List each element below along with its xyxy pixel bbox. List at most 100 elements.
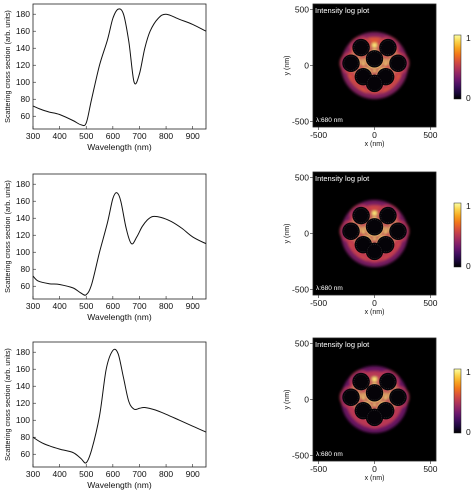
particle-disk	[389, 388, 407, 406]
particle-disk	[365, 242, 384, 261]
x-tick-label: 900	[186, 131, 200, 141]
x-axis-label: x (nm)	[365, 309, 385, 316]
particle-texture	[353, 40, 369, 56]
y-tick-label: 60	[21, 111, 31, 121]
y-tick-label: -500	[292, 116, 309, 126]
y-tick-label: 0	[304, 229, 309, 239]
spectrum-chart-1: 300 400 500 600 700 800 900 60 80 100 120 140 160 180…	[3, 3, 207, 152]
y-tick-label: 500	[295, 5, 309, 15]
x-axis-label: x (nm)	[365, 475, 385, 482]
y-tick-label: -500	[292, 284, 309, 294]
x-tick-label: 300	[26, 131, 40, 141]
spectrum-line	[32, 8, 207, 127]
colorbar	[453, 368, 462, 434]
particle-rim	[363, 381, 386, 405]
particle-disk	[379, 38, 397, 57]
particle-disk	[352, 38, 370, 57]
particle-disk	[352, 206, 370, 225]
particle-texture	[367, 409, 382, 425]
particle-texture	[353, 374, 369, 390]
x-tick-label: -500	[310, 130, 327, 140]
spectrum-line	[32, 192, 207, 296]
intensity-map-3: Intensity log plot λ:680 nm -500 0 500 500 0 -5…	[284, 337, 471, 482]
x-tick-label: 400	[53, 469, 67, 479]
y-tick-label: -500	[292, 450, 309, 460]
plot-frame	[32, 341, 207, 468]
particle-rim	[363, 215, 386, 239]
x-tick-label: 500	[79, 131, 93, 141]
x-tick-label: 600	[106, 469, 120, 479]
particle-texture	[367, 385, 382, 401]
x-tick-label: 700	[132, 131, 146, 141]
y-axis-label: Scattering cross section (arb. units)	[3, 348, 12, 461]
particle-disk	[342, 222, 360, 240]
particle-texture	[343, 223, 359, 239]
y-tick-label: 180	[16, 347, 30, 357]
colorbar	[453, 34, 462, 100]
plot-frame	[32, 173, 207, 300]
y-tick-label: 60	[21, 449, 31, 459]
x-tick-label: 900	[186, 301, 200, 311]
wavelength-label: λ:680 nm	[316, 451, 343, 458]
wavelength-label: λ:680 nm	[316, 285, 343, 292]
colorbar-max-label: 1	[466, 33, 471, 43]
y-tick-label: 140	[16, 381, 30, 391]
y-tick-label: 80	[21, 264, 31, 274]
x-tick-label: 300	[26, 301, 40, 311]
particle-rim	[376, 370, 400, 393]
y-tick-label: 180	[16, 9, 30, 19]
x-axis-label: x (nm)	[365, 141, 385, 148]
particle-texture	[367, 51, 382, 67]
particle-texture	[343, 55, 359, 71]
x-tick-label: 400	[53, 301, 67, 311]
particle-rim	[339, 219, 363, 243]
particle-rim	[376, 204, 400, 227]
particle-disk	[352, 372, 370, 391]
x-tick-label: 700	[132, 301, 146, 311]
colorbar-min-label: 0	[466, 261, 471, 271]
colorbar	[453, 202, 462, 268]
x-axis-label: Wavelength (nm)	[87, 312, 152, 322]
y-tick-label: 80	[21, 432, 31, 442]
x-tick-label: 800	[159, 131, 173, 141]
x-tick-label: 0	[372, 464, 377, 474]
y-tick-label: 120	[16, 230, 30, 240]
particle-disk	[342, 54, 360, 72]
particle-texture	[390, 389, 406, 405]
particle-disk	[389, 54, 407, 72]
intensity-map-2: Intensity log plot λ:680 nm -500 0 500 500 0 -5…	[284, 171, 471, 316]
y-tick-label: 500	[295, 173, 309, 183]
x-tick-label: 600	[106, 131, 120, 141]
particle-disk	[365, 408, 384, 427]
map-title: Intensity log plot	[315, 340, 370, 349]
x-tick-label: 900	[186, 469, 200, 479]
particle-disk	[379, 206, 397, 225]
particle-texture	[367, 243, 382, 259]
y-tick-label: 60	[21, 281, 31, 291]
particle-rim	[376, 36, 400, 59]
y-tick-label: 160	[16, 364, 30, 374]
particle-texture	[390, 55, 406, 71]
y-tick-label: 100	[16, 247, 30, 257]
particle-disk	[342, 388, 360, 406]
spectrum-chart-2: 300 400 500 600 700 800 900 60 80 100 120 140 160 180…	[3, 173, 207, 322]
wavelength-label: λ:680 nm	[316, 117, 343, 124]
particle-texture	[367, 75, 382, 91]
particle-rim	[363, 47, 386, 71]
x-axis-label: Wavelength (nm)	[87, 480, 152, 490]
spectrum-line	[32, 348, 207, 464]
y-tick-label: 500	[295, 339, 309, 349]
particle-disk	[365, 74, 384, 93]
x-tick-label: 500	[79, 301, 93, 311]
particle-disk	[365, 50, 384, 68]
y-tick-label: 100	[16, 415, 30, 425]
particle-disk	[365, 218, 384, 236]
particle-rim	[349, 36, 373, 59]
particle-texture	[343, 389, 359, 405]
plot-frame	[32, 3, 207, 130]
particle-texture	[380, 374, 396, 390]
y-axis-label: Scattering cross section (arb. units)	[3, 10, 12, 123]
x-tick-label: -500	[310, 464, 327, 474]
y-tick-label: 120	[16, 398, 30, 408]
x-tick-label: 700	[132, 469, 146, 479]
